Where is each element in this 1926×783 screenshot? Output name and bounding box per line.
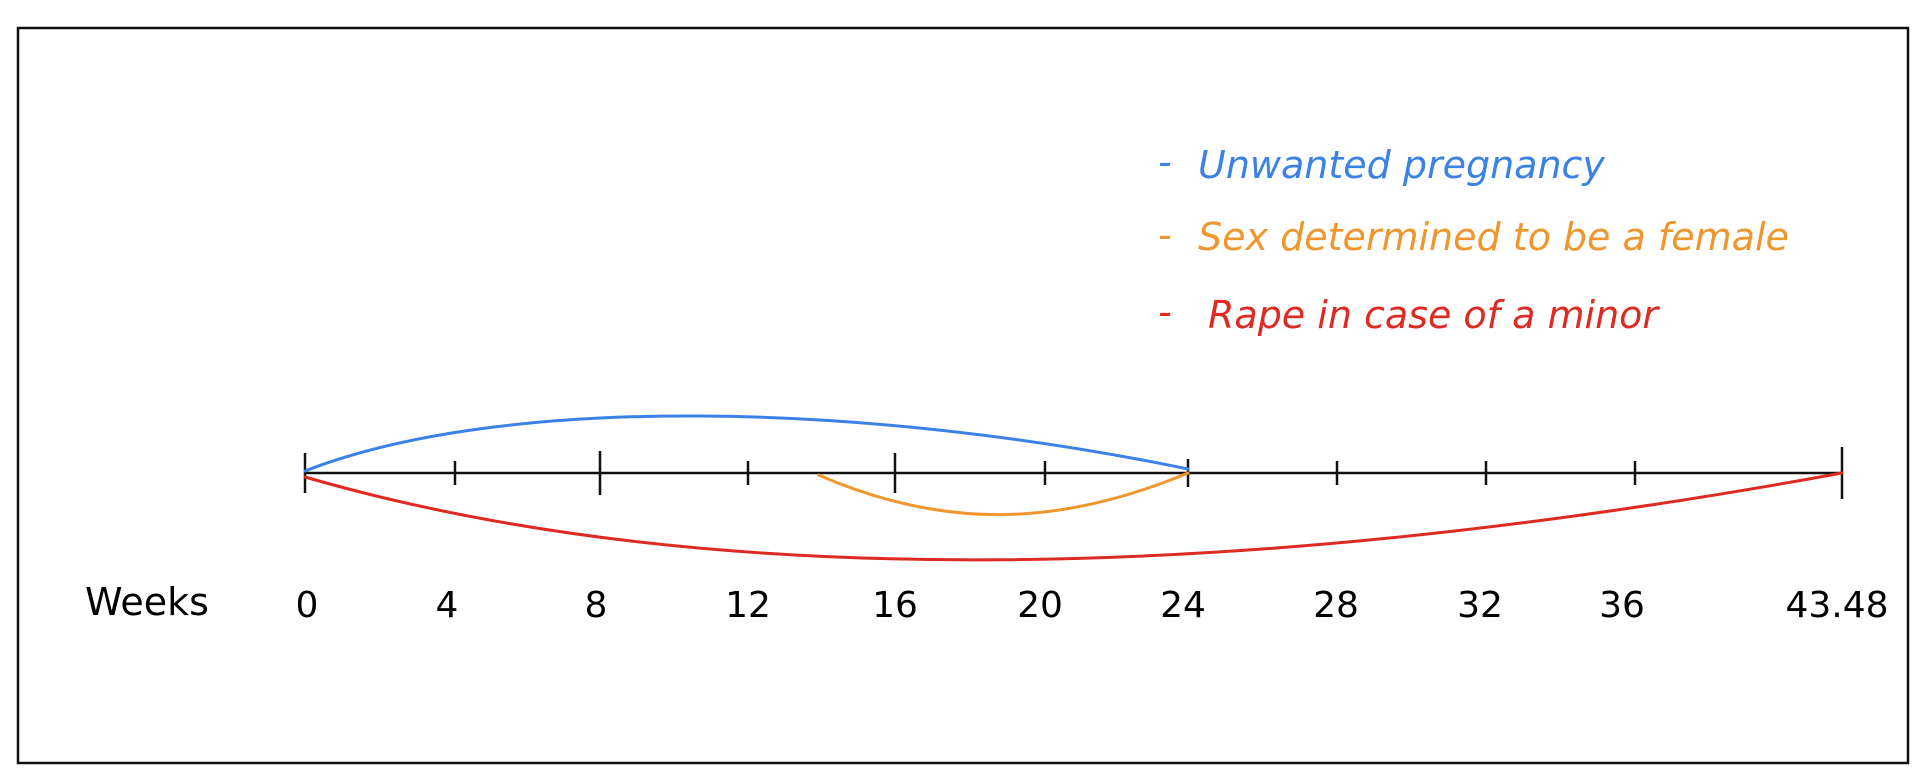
axis-tick-labels: 0 4 8 12 16 20 24 28 32 36 43.48 xyxy=(296,585,1889,626)
axis-tick-label: 0 xyxy=(296,585,319,626)
axis-tick-label: 4 xyxy=(436,585,459,626)
legend-dash-sex-determined-female: - xyxy=(1158,213,1172,257)
axis-tick-label: 43.48 xyxy=(1785,585,1888,626)
range-arc xyxy=(303,414,1190,473)
range-arc xyxy=(303,471,1844,562)
range-arcs xyxy=(303,414,1844,562)
range-arc xyxy=(817,471,1190,517)
axis-tick-label: 8 xyxy=(585,585,608,626)
legend-label-rape-minor: Rape in case of a minor xyxy=(1208,293,1660,337)
axis-tick-label: 28 xyxy=(1313,585,1359,626)
axis-title: Weeks xyxy=(85,580,209,624)
axis-tick-label: 32 xyxy=(1457,585,1503,626)
legend-label-unwanted-pregnancy: Unwanted pregnancy xyxy=(1198,143,1605,187)
legend-label-sex-determined-female: Sex determined to be a female xyxy=(1198,215,1789,259)
legend-dash-rape-minor: - xyxy=(1158,290,1172,334)
axis-ticks xyxy=(303,447,1844,499)
diagram-frame xyxy=(16,26,1910,765)
axis-tick-label: 20 xyxy=(1017,585,1063,626)
axis-tick-label: 12 xyxy=(725,585,771,626)
legend: - Unwanted pregnancy - Sex determined to… xyxy=(1158,140,1789,337)
axis-tick-label: 36 xyxy=(1599,585,1645,626)
legend-dash-unwanted-pregnancy: - xyxy=(1158,140,1172,184)
axis-tick-label: 16 xyxy=(872,585,918,626)
axis-tick-label: 24 xyxy=(1160,585,1206,626)
